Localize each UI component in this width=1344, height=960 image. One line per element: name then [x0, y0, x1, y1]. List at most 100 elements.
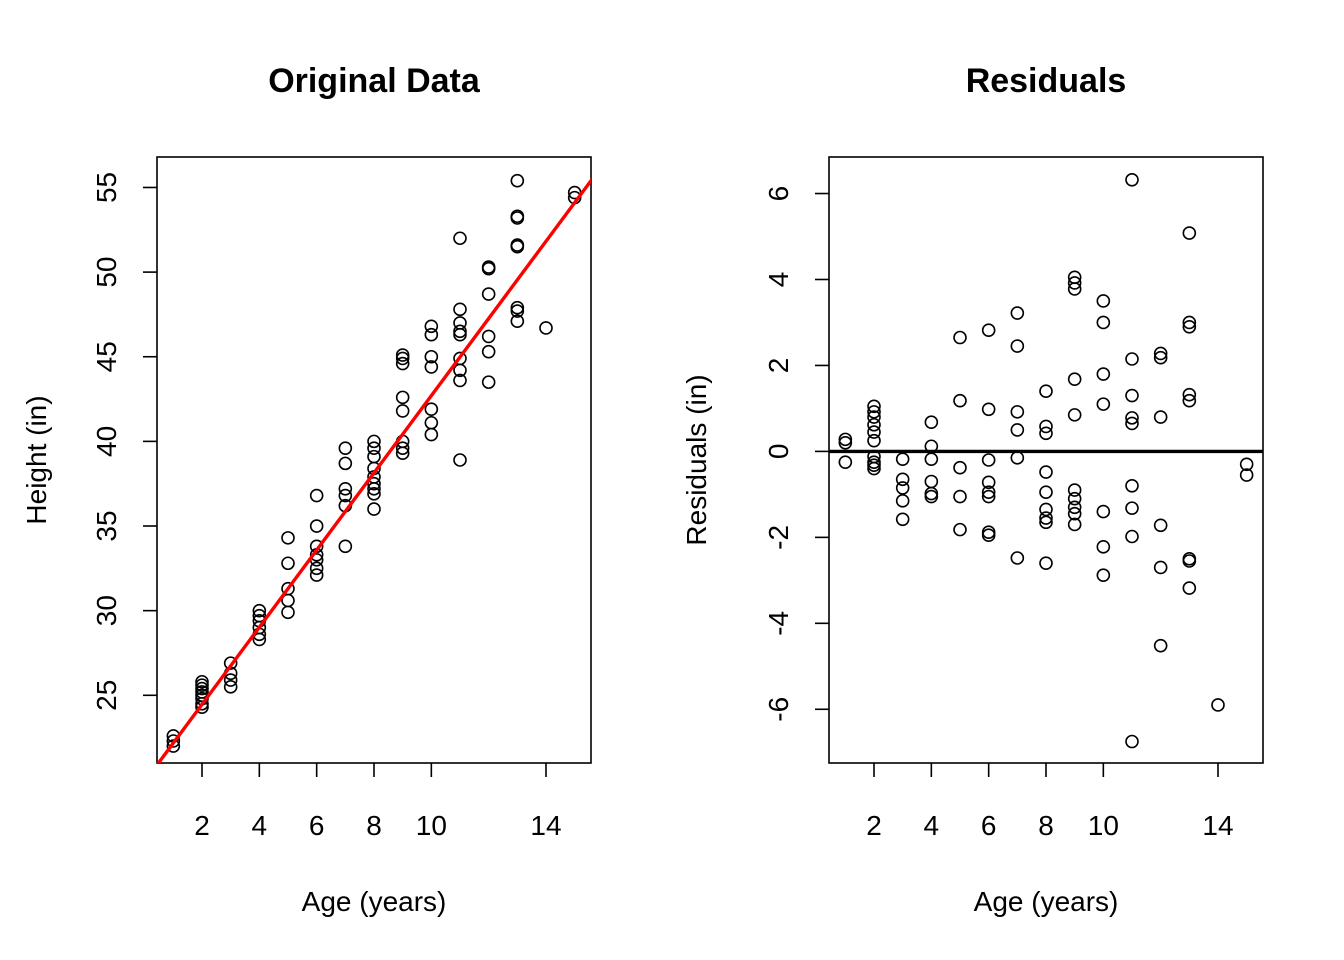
data-point: [981, 525, 996, 540]
data-point: [924, 439, 939, 454]
data-point: [1010, 423, 1025, 437]
data-point: [481, 287, 496, 301]
data-point: [395, 441, 410, 455]
y-tick-label: 40: [91, 426, 122, 457]
data-point: [1067, 506, 1082, 521]
data-point: [1010, 451, 1025, 465]
data-point: [510, 173, 525, 188]
y-axis-label: Height (in): [21, 395, 52, 524]
data-point: [1182, 393, 1197, 408]
data-point: [1067, 282, 1082, 296]
data-point: [1096, 367, 1111, 381]
data-point: [1067, 372, 1082, 387]
data-point: [838, 436, 853, 450]
data-point: [453, 231, 467, 246]
data-point: [395, 390, 410, 405]
original-data-plot: Original Data Age (years) Height (in) 2 4…: [21, 62, 592, 917]
data-point: [1067, 491, 1082, 506]
data-point: [1153, 350, 1168, 365]
x-tick-label: 4: [924, 810, 940, 841]
data-point: [281, 605, 295, 620]
y-tick-label: 4: [763, 272, 794, 288]
data-point: [953, 522, 967, 537]
data-point: [395, 404, 410, 418]
data-point: [453, 302, 467, 317]
data-point: [867, 405, 881, 419]
data-point: [1182, 581, 1197, 595]
y-tick-label: 35: [91, 510, 122, 541]
data-point: [453, 373, 467, 388]
data-point: [981, 453, 996, 467]
data-point: [481, 375, 496, 389]
data-point: [481, 329, 496, 344]
x-tick-label: 8: [1038, 810, 1054, 841]
data-point: [195, 678, 209, 692]
data-point: [338, 456, 353, 471]
data-point: [281, 531, 295, 545]
data-point: [367, 449, 381, 464]
data-point: [1125, 529, 1139, 544]
data-point: [1096, 540, 1111, 554]
data-point: [981, 489, 996, 504]
data-point: [981, 323, 996, 338]
y-tick-label: 25: [91, 680, 122, 711]
data-point: [867, 433, 881, 448]
data-point: [867, 461, 881, 476]
data-point: [281, 556, 295, 571]
data-point: [1211, 698, 1225, 712]
x-tick-label: 6: [981, 810, 997, 841]
data-point: [252, 603, 267, 618]
plot-frame: [156, 156, 592, 764]
data-point: [1010, 405, 1025, 419]
data-point: [838, 455, 853, 469]
data-point: [424, 427, 439, 442]
data-point: [924, 489, 939, 504]
y-tick-label: 0: [763, 444, 794, 460]
y-tick-label: 2: [763, 358, 794, 374]
data-point: [924, 452, 939, 466]
data-point: [424, 360, 439, 374]
data-point: [953, 393, 967, 408]
data-point: [1182, 319, 1197, 334]
data-point: [309, 568, 324, 582]
data-point: [1125, 734, 1139, 749]
y-tick-label: 55: [91, 172, 122, 203]
data-point: [981, 485, 996, 500]
data-point: [510, 209, 525, 224]
data-point: [1067, 276, 1082, 290]
data-point: [1039, 502, 1053, 517]
data-point: [338, 441, 353, 455]
data-point: [1039, 419, 1053, 434]
data-point: [195, 681, 209, 696]
data-point: [424, 349, 439, 364]
data-point: [895, 472, 910, 487]
data-point: [1039, 465, 1053, 479]
data-point: [1182, 226, 1197, 240]
data-point: [1039, 384, 1053, 399]
y-tick-label: -4: [763, 611, 794, 636]
data-point: [453, 324, 467, 339]
data-point: [395, 356, 410, 371]
data-point: [1096, 294, 1111, 308]
data-point: [1153, 518, 1168, 533]
chart-title: Original Data: [268, 62, 481, 100]
regression-line: [157, 177, 591, 763]
y-tick-label: -2: [763, 525, 794, 550]
data-point: [223, 673, 238, 687]
data-point: [1153, 346, 1168, 361]
data-point: [309, 519, 324, 533]
data-point: [1153, 560, 1168, 575]
data-point: [1010, 339, 1025, 353]
data-point: [1125, 416, 1139, 431]
data-point: [510, 238, 525, 252]
data-point: [867, 458, 881, 472]
data-point: [1125, 388, 1139, 403]
data-point: [309, 561, 324, 576]
y-tick-label: -6: [763, 697, 794, 722]
data-point: [953, 489, 967, 504]
data-point: [281, 581, 295, 596]
data-point: [223, 680, 238, 694]
data-point: [981, 475, 996, 490]
data-point: [481, 344, 496, 359]
